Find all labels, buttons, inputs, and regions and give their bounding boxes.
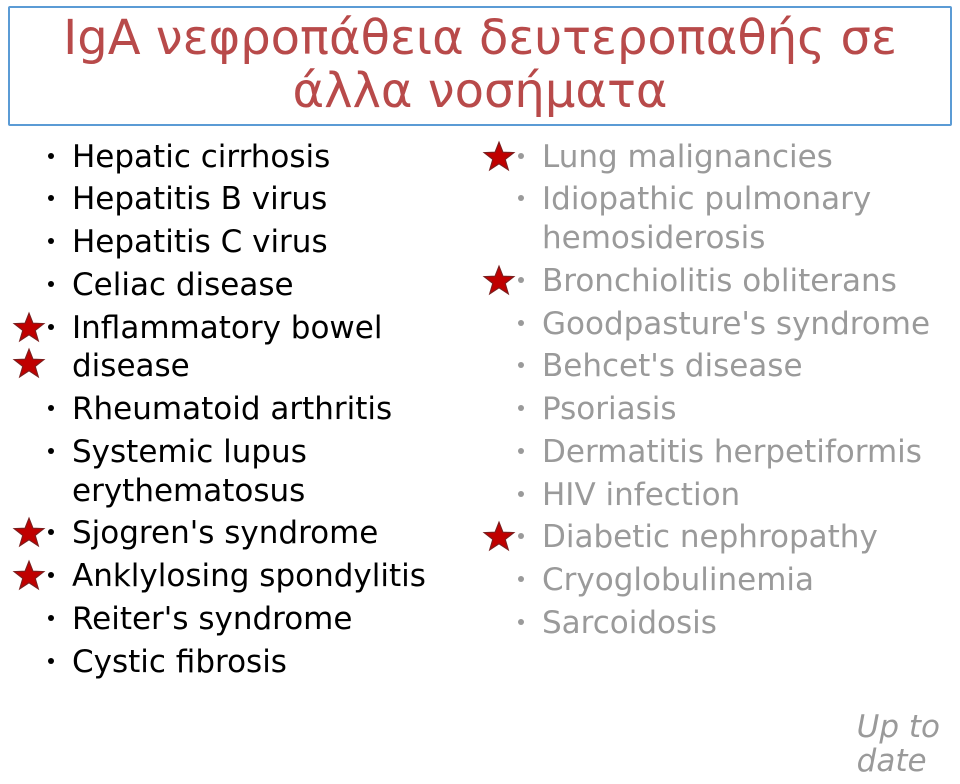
left-list: Hepatic cirrhosis Hepatitis B virus Hepati… (72, 136, 480, 684)
list-item: Lung malignancies (542, 136, 950, 179)
list-item: Sjogren's syndrome (72, 512, 480, 555)
list-item: Rheumatoid arthritis (72, 388, 480, 431)
list-item-text: Sarcoidosis (542, 605, 717, 641)
footer-line-2: date (857, 743, 927, 779)
star-icon (12, 559, 46, 593)
list-item-text: Reiter's syndrome (72, 601, 352, 637)
bullet-dot (518, 362, 524, 368)
list-item-text: HIV infection (542, 477, 740, 513)
list-item: Cryoglobulinemia (542, 559, 950, 602)
list-item: Anklylosing spondylitis (72, 555, 480, 598)
bullet-dot (48, 529, 54, 535)
list-item: Systemic lupus erythematosus (72, 431, 480, 513)
left-column: Hepatic cirrhosis Hepatitis B virus Hepati… (10, 136, 480, 684)
list-item: Sarcoidosis (542, 602, 950, 645)
list-item-text: Psoriasis (542, 391, 677, 427)
bullet-dot (48, 195, 54, 201)
bullet-dot (518, 448, 524, 454)
bullet-dot (48, 658, 54, 664)
footer-citation: Up to date (857, 710, 940, 778)
list-item-text: Cystic fibrosis (72, 644, 287, 680)
list-item: Celiac disease (72, 264, 480, 307)
bullet-dot (48, 238, 54, 244)
bullet-dot (518, 195, 524, 201)
bullet-dot (518, 619, 524, 625)
list-item-text: Celiac disease (72, 267, 294, 303)
list-item: Hepatitis B virus (72, 178, 480, 221)
title-line-2: άλλα νοσήματα (20, 65, 940, 118)
content-columns: Hepatic cirrhosis Hepatitis B virus Hepati… (0, 136, 960, 684)
list-item-text: Sjogren's syndrome (72, 515, 378, 551)
list-item: Cystic fibrosis (72, 641, 480, 684)
bullet-dot (48, 448, 54, 454)
list-item-text: Diabetic nephropathy (542, 519, 878, 555)
star-icon (482, 520, 516, 554)
star-icon (12, 347, 46, 381)
list-item: Idiopathic pulmonary hemosiderosis (542, 178, 950, 260)
list-item: Psoriasis (542, 388, 950, 431)
star-icon (482, 264, 516, 298)
list-item-text: Behcet's disease (542, 348, 803, 384)
list-item: Reiter's syndrome (72, 598, 480, 641)
title-box: IgA νεφροπάθεια δευτεροπαθής σε άλλα νοσ… (8, 6, 952, 126)
list-item-text: Dermatitis herpetiformis (542, 434, 922, 470)
bullet-dot (48, 281, 54, 287)
bullet-dot (518, 153, 524, 159)
list-item-text: Idiopathic pulmonary hemosiderosis (542, 181, 871, 256)
bullet-dot (48, 153, 54, 159)
bullet-dot (518, 277, 524, 283)
star-icon (482, 140, 516, 174)
list-item: Behcet's disease (542, 345, 950, 388)
list-item: Hepatic cirrhosis (72, 136, 480, 179)
list-item: HIV infection (542, 474, 950, 517)
bullet-dot (48, 572, 54, 578)
list-item: Bronchiolitis obliterans (542, 260, 950, 303)
right-list: Lung malignancies Idiopathic pulmonary h… (542, 136, 950, 645)
title-line-1: IgA νεφροπάθεια δευτεροπαθής σε (20, 12, 940, 65)
bullet-dot (518, 405, 524, 411)
list-item-text: Anklylosing spondylitis (72, 558, 426, 594)
list-item: Inflammatory bowel disease (72, 307, 480, 389)
list-item: Diabetic nephropathy (542, 516, 950, 559)
bullet-dot (48, 615, 54, 621)
list-item-text: Hepatitis C virus (72, 224, 328, 260)
star-icon (12, 516, 46, 550)
list-item-text: Hepatitis B virus (72, 181, 327, 217)
list-item-text: Bronchiolitis obliterans (542, 263, 897, 299)
list-item: Dermatitis herpetiformis (542, 431, 950, 474)
list-item-text: Rheumatoid arthritis (72, 391, 392, 427)
list-item: Hepatitis C virus (72, 221, 480, 264)
right-column: Lung malignancies Idiopathic pulmonary h… (480, 136, 950, 684)
list-item-text: Systemic lupus erythematosus (72, 434, 307, 509)
list-item-text: Inflammatory bowel disease (72, 310, 382, 385)
list-item-text: Goodpasture's syndrome (542, 306, 930, 342)
bullet-dot (518, 576, 524, 582)
footer-line-1: Up to (857, 709, 940, 745)
bullet-dot (48, 324, 54, 330)
list-item-text: Cryoglobulinemia (542, 562, 814, 598)
bullet-dot (518, 320, 524, 326)
star-icon (12, 311, 46, 345)
bullet-dot (518, 533, 524, 539)
list-item: Goodpasture's syndrome (542, 303, 950, 346)
bullet-dot (48, 405, 54, 411)
list-item-text: Hepatic cirrhosis (72, 139, 330, 175)
bullet-dot (518, 491, 524, 497)
list-item-text: Lung malignancies (542, 139, 833, 175)
